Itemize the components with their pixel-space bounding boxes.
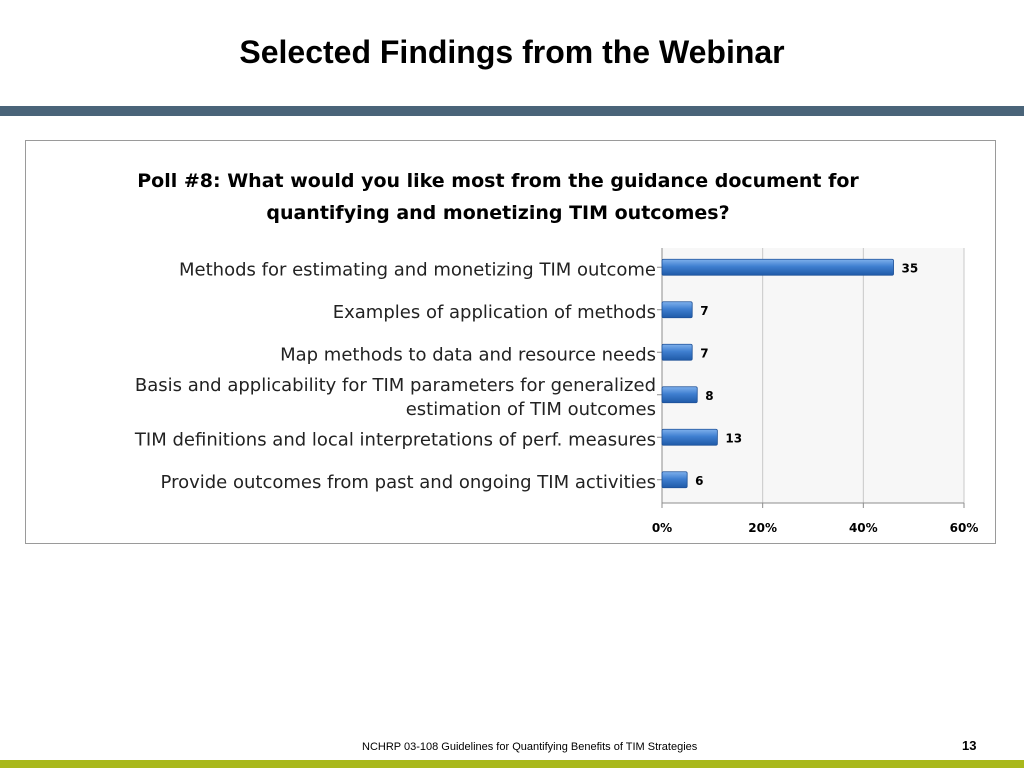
- page-number: 13: [962, 738, 977, 753]
- x-tick-label: 60%: [950, 521, 979, 535]
- x-tick-label: 40%: [849, 521, 878, 535]
- bar-data-label: 35: [902, 261, 919, 275]
- bar-data-label: 7: [700, 346, 708, 360]
- poll-chart: Poll #8: What would you like most from t…: [25, 140, 996, 544]
- bar-data-label: 13: [725, 431, 742, 445]
- chart-title-line: quantifying and monetizing TIM outcomes?: [266, 202, 729, 224]
- category-label: Map methods to data and resource needs: [280, 344, 656, 365]
- bar: [661, 343, 693, 361]
- category-label: estimation of TIM outcomes: [406, 399, 656, 420]
- bar: [661, 428, 718, 446]
- bar: [661, 258, 894, 276]
- bar-data-label: 8: [705, 389, 713, 403]
- bar: [661, 386, 698, 404]
- category-label: Examples of application of methods: [333, 302, 656, 323]
- category-label: Provide outcomes from past and ongoing T…: [161, 472, 656, 493]
- title-divider-bar: [0, 106, 1024, 116]
- slide-title: Selected Findings from the Webinar: [239, 34, 785, 70]
- chart-title-line: Poll #8: What would you like most from t…: [137, 170, 859, 192]
- x-tick-label: 0%: [652, 521, 672, 535]
- category-label: Basis and applicability for TIM paramete…: [135, 375, 656, 396]
- bar-data-label: 6: [695, 474, 703, 488]
- footer-text: NCHRP 03-108 Guidelines for Quantifying …: [362, 741, 698, 753]
- footer-bar: [0, 760, 1024, 768]
- x-tick-label: 20%: [748, 521, 777, 535]
- bar: [661, 471, 688, 489]
- bar: [661, 301, 693, 319]
- plot-area-background: [662, 248, 964, 503]
- bar-data-label: 7: [700, 304, 708, 318]
- category-label: TIM definitions and local interpretation…: [134, 429, 656, 450]
- category-label: Methods for estimating and monetizing TI…: [179, 259, 656, 280]
- poll-chart-svg: Poll #8: What would you like most from t…: [134, 170, 979, 535]
